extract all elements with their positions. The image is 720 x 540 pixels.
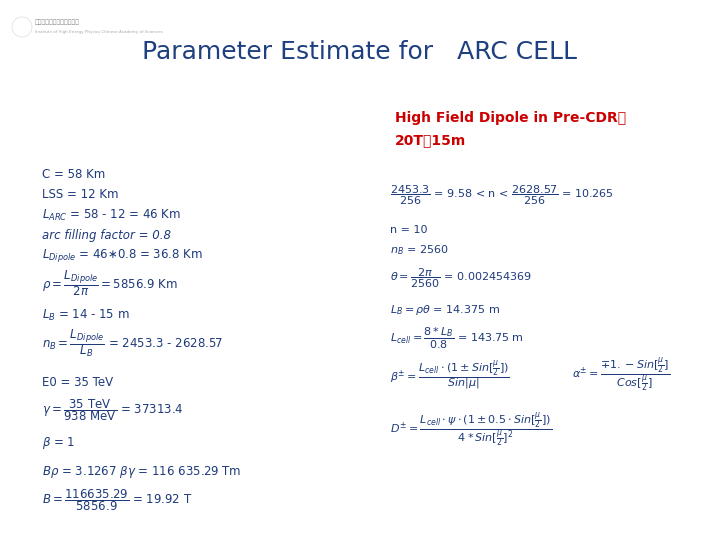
- Text: C = 58 Km: C = 58 Km: [42, 168, 105, 181]
- Text: $D^{\pm} = \dfrac{L_{cell}\cdot\psi\cdot(1\pm 0.5\cdot Sin[\frac{\mu}{2}])}{4 * : $D^{\pm} = \dfrac{L_{cell}\cdot\psi\cdot…: [390, 411, 552, 449]
- Text: LSS = 12 Km: LSS = 12 Km: [42, 188, 119, 201]
- Text: $L_B = \rho\theta$ = 14.375 m: $L_B = \rho\theta$ = 14.375 m: [390, 303, 500, 317]
- Text: $n_B$ = 2560: $n_B$ = 2560: [390, 243, 449, 257]
- Text: E0 = 35 TeV: E0 = 35 TeV: [42, 376, 113, 389]
- Text: $\theta = \dfrac{2\pi}{2560}$ = 0.002454369: $\theta = \dfrac{2\pi}{2560}$ = 0.002454…: [390, 266, 532, 290]
- Text: $L_{cell} = \dfrac{8 * L_B}{0.8}$ = 143.75 m: $L_{cell} = \dfrac{8 * L_B}{0.8}$ = 143.…: [390, 326, 523, 350]
- Text: 20T，15m: 20T，15m: [395, 133, 467, 147]
- Text: $B = \dfrac{116635.29}{5856.9}$ = 19.92 T: $B = \dfrac{116635.29}{5856.9}$ = 19.92 …: [42, 487, 192, 513]
- Text: 中国科学院高能物理研究所: 中国科学院高能物理研究所: [35, 19, 80, 25]
- Text: $L_{Dipole}$ = 46$\ast$0.8 = 36.8 Km: $L_{Dipole}$ = 46$\ast$0.8 = 36.8 Km: [42, 246, 202, 264]
- Text: $\gamma = \dfrac{35\ \mathrm{TeV}}{938\ \mathrm{MeV}}$ = 37313.4: $\gamma = \dfrac{35\ \mathrm{TeV}}{938\ …: [42, 397, 184, 423]
- Text: arc filling factor = 0.8: arc filling factor = 0.8: [42, 228, 171, 241]
- Text: $\rho = \dfrac{L_{Dipole}}{2\pi} = 5856.9$ Km: $\rho = \dfrac{L_{Dipole}}{2\pi} = 5856.…: [42, 268, 178, 298]
- Text: $B\rho$ = 3.1267 $\beta\gamma$ = 116 635.29 Tm: $B\rho$ = 3.1267 $\beta\gamma$ = 116 635…: [42, 464, 241, 480]
- Text: $\beta$ = 1: $\beta$ = 1: [42, 435, 75, 451]
- Text: n = 10: n = 10: [390, 225, 428, 235]
- Text: $n_B = \dfrac{L_{Dipole}}{L_B}$ = 2453.3 - 2628.57: $n_B = \dfrac{L_{Dipole}}{L_B}$ = 2453.3…: [42, 327, 223, 359]
- Text: $L_B$ = 14 - 15 m: $L_B$ = 14 - 15 m: [42, 307, 130, 322]
- Text: Parameter Estimate for   ARC CELL: Parameter Estimate for ARC CELL: [143, 40, 577, 64]
- Text: $\dfrac{2453.3}{256}$ = 9.58 < n < $\dfrac{2628.57}{256}$ = 10.265: $\dfrac{2453.3}{256}$ = 9.58 < n < $\dfr…: [390, 183, 613, 207]
- Text: $\beta^{\pm} = \dfrac{L_{cell}\cdot(1\pm Sin[\frac{\mu}{2}])}{Sin|\mu|}$: $\beta^{\pm} = \dfrac{L_{cell}\cdot(1\pm…: [390, 358, 510, 392]
- Text: $\alpha^{\pm} = \dfrac{\mp 1. - Sin[\frac{\mu}{2}]}{Cos[\frac{\mu}{2}]}$: $\alpha^{\pm} = \dfrac{\mp 1. - Sin[\fra…: [572, 356, 670, 394]
- Text: Institute of High Energy Physics Chinese Academy of Sciences: Institute of High Energy Physics Chinese…: [35, 30, 163, 34]
- Text: High Field Dipole in Pre-CDR：: High Field Dipole in Pre-CDR：: [395, 111, 626, 125]
- Text: $L_{ARC}$ = 58 - 12 = 46 Km: $L_{ARC}$ = 58 - 12 = 46 Km: [42, 207, 181, 222]
